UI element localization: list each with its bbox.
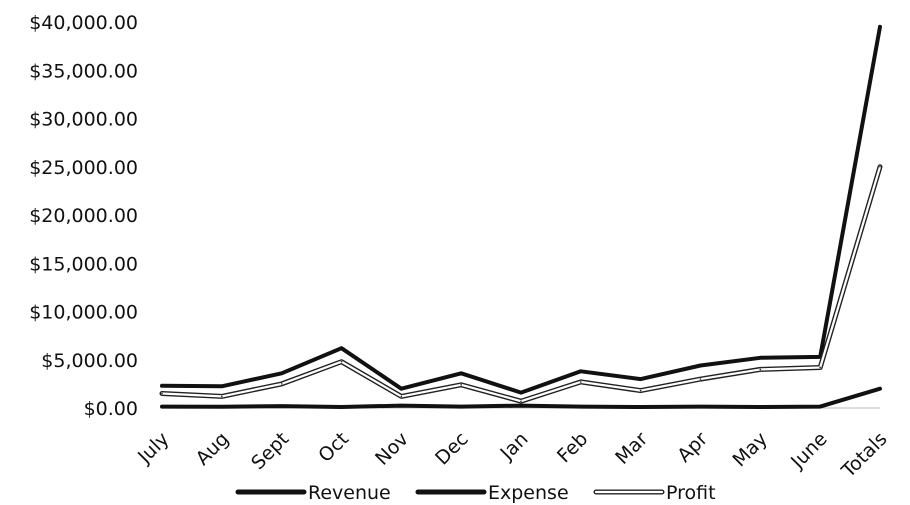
data-point-profit <box>699 378 702 380</box>
data-point-expense <box>340 406 343 408</box>
y-tick-label: $35,000.00 <box>29 60 138 82</box>
data-point-expense <box>580 405 582 408</box>
series-line-profit <box>159 164 883 404</box>
data-point-profit <box>639 389 642 392</box>
data-point-revenue <box>340 347 343 349</box>
data-point-revenue <box>280 372 283 375</box>
x-axis-tick-labels: July Aug Sept Oct Nov Dec Jan Feb Mar Apr May June T… <box>133 428 891 483</box>
series-lines <box>159 24 883 409</box>
y-tick-label: $20,000.00 <box>29 205 138 227</box>
y-tick-label: $25,000.00 <box>29 157 138 179</box>
data-point-profit <box>879 165 881 168</box>
data-point-profit <box>221 395 223 398</box>
data-point-expense <box>759 406 762 408</box>
data-point-profit <box>400 395 403 398</box>
data-point-revenue <box>699 364 702 367</box>
x-tick-label: Totals <box>837 428 892 483</box>
data-point-revenue <box>520 391 522 394</box>
data-point-expense <box>460 405 462 408</box>
y-tick-label: $15,000.00 <box>29 253 138 275</box>
data-point-expense <box>221 406 223 408</box>
x-tick-label: May <box>729 428 772 471</box>
data-point-profit <box>819 366 821 369</box>
x-tick-label: Dec <box>431 428 473 470</box>
data-point-expense <box>639 406 642 408</box>
x-tick-label: Feb <box>553 428 592 467</box>
data-point-expense <box>280 405 283 407</box>
x-tick-label: July <box>133 428 173 468</box>
y-axis-tick-labels: $0.00 $5,000.00 $10,000.00 $15,000.00 $20,00… <box>29 12 138 420</box>
x-tick-label: June <box>786 428 832 474</box>
series-line-revenue <box>160 24 882 395</box>
data-point-expense <box>699 405 702 408</box>
data-point-revenue <box>400 387 403 390</box>
data-point-profit <box>580 381 582 383</box>
legend-label-expense: Expense <box>488 482 569 504</box>
x-tick-label: Aug <box>192 428 234 470</box>
y-tick-label: $30,000.00 <box>29 109 138 131</box>
data-point-expense <box>819 405 821 408</box>
y-tick-label: $40,000.00 <box>29 12 138 34</box>
data-point-profit <box>520 400 522 403</box>
y-tick-label: $10,000.00 <box>29 302 138 324</box>
x-tick-label: Jan <box>496 428 533 465</box>
data-point-expense <box>400 404 403 407</box>
x-tick-label: Oct <box>314 428 353 467</box>
data-point-revenue <box>221 385 223 388</box>
x-tick-label: Apr <box>673 428 712 467</box>
data-point-revenue <box>460 372 462 375</box>
y-tick-label: $0.00 <box>84 398 138 420</box>
x-tick-label: Sept <box>247 428 293 474</box>
legend-label-revenue: Revenue <box>308 482 391 504</box>
data-point-revenue <box>580 370 582 373</box>
data-point-expense <box>161 405 163 408</box>
data-point-profit <box>280 383 283 385</box>
data-point-revenue <box>161 385 163 387</box>
data-point-profit <box>340 360 343 363</box>
data-point-expense <box>879 387 881 390</box>
legend-label-profit: Profit <box>666 482 716 504</box>
data-point-revenue <box>879 26 881 28</box>
data-point-profit <box>759 368 762 371</box>
y-tick-label: $5,000.00 <box>41 350 138 372</box>
x-tick-label: Nov <box>371 428 413 470</box>
x-tick-label: Mar <box>611 428 652 469</box>
series-line-profit-inner <box>160 165 882 403</box>
legend: Revenue Expense Profit <box>235 482 716 504</box>
data-point-revenue <box>819 356 821 358</box>
data-point-revenue <box>639 378 642 380</box>
data-point-revenue <box>759 357 762 359</box>
data-point-profit <box>161 392 163 395</box>
data-point-profit <box>460 384 462 386</box>
data-point-expense <box>520 404 522 407</box>
